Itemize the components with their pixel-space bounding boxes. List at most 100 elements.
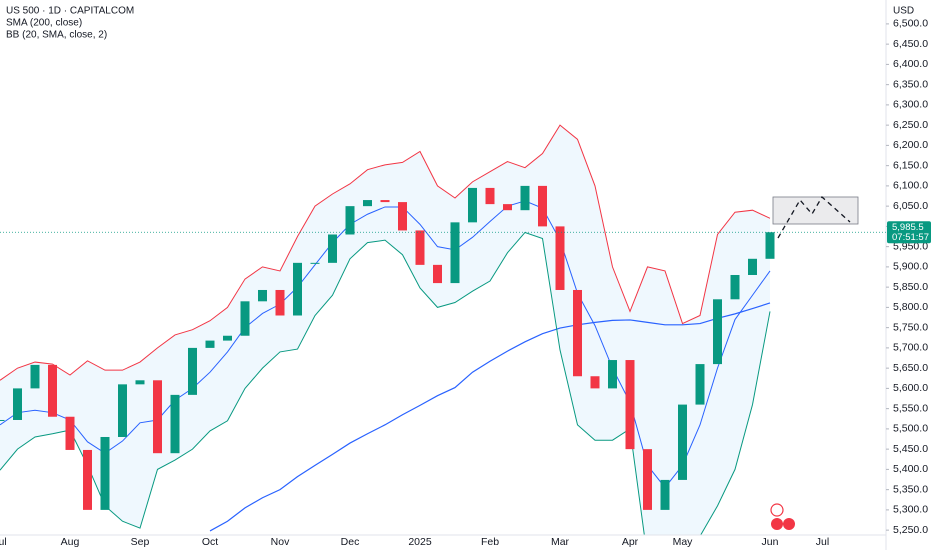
candle — [275, 289, 285, 316]
candle — [223, 335, 232, 341]
y-tick-label: 6,050.0 — [893, 200, 928, 212]
x-tick-label: May — [673, 536, 694, 548]
y-tick-label: 5,750.0 — [893, 321, 928, 333]
bb-lower — [0, 231, 771, 535]
candle — [748, 258, 757, 275]
axis-label: USD — [893, 6, 914, 17]
candle — [678, 404, 687, 480]
candle — [135, 380, 145, 385]
candle — [258, 289, 267, 302]
y-tick-label: 6,200.0 — [893, 139, 928, 151]
legend-sma: SMA (200, close) — [6, 18, 82, 29]
y-tick-label: 6,100.0 — [893, 180, 928, 192]
candle — [433, 264, 442, 284]
y-tick-label: 5,950.0 — [893, 240, 928, 252]
candle — [660, 479, 670, 510]
candle — [380, 200, 390, 203]
plot-area — [0, 124, 775, 535]
candle — [485, 187, 495, 205]
y-tick-label: 5,250.0 — [893, 524, 928, 536]
y-tick-label: 5,350.0 — [893, 483, 928, 495]
candle — [468, 187, 477, 223]
candle — [573, 289, 582, 377]
candle — [555, 226, 565, 290]
candle — [328, 234, 337, 263]
candle — [520, 185, 530, 211]
candle — [170, 394, 180, 454]
y-tick-label: 5,400.0 — [893, 463, 928, 475]
candle — [310, 262, 320, 264]
y-tick-label: 6,500.0 — [893, 18, 928, 30]
candle — [240, 301, 250, 336]
candle — [65, 416, 75, 450]
candle — [293, 262, 302, 316]
candle — [363, 200, 372, 207]
band-fill — [0, 125, 770, 535]
candle — [118, 384, 127, 437]
x-tick-label: Aug — [61, 536, 80, 548]
candle — [765, 232, 775, 259]
x-tick-label: Sep — [131, 536, 150, 548]
x-tick-label: Jul — [816, 536, 829, 548]
chart-title: US 500 · 1D · CAPITALCOM — [6, 6, 134, 17]
x-tick-label: Nov — [271, 536, 290, 548]
y-tick-label: 6,400.0 — [893, 58, 928, 70]
y-tick-label: 5,600.0 — [893, 382, 928, 394]
forecast-box — [772, 196, 859, 225]
x-tick-label: Feb — [481, 536, 499, 548]
legend-bb: BB (20, SMA, close, 2) — [6, 30, 107, 41]
y-tick-label: 6,350.0 — [893, 78, 928, 90]
candle — [503, 204, 512, 211]
candle — [538, 185, 547, 227]
candle — [345, 206, 355, 235]
event-icon[interactable] — [783, 518, 795, 530]
candle — [205, 340, 215, 348]
x-tick-label: Mar — [551, 536, 570, 548]
candle — [48, 364, 57, 417]
candle — [153, 380, 162, 454]
candle — [625, 360, 635, 450]
event-icon[interactable] — [770, 503, 784, 517]
x-tick-label: Dec — [341, 536, 360, 548]
candle — [0, 419, 5, 421]
x-tick-label: Oct — [202, 536, 218, 548]
y-tick-label: 5,300.0 — [893, 504, 928, 516]
candle — [643, 449, 652, 510]
y-tick-label: 6,150.0 — [893, 159, 928, 171]
y-tick-label: 5,650.0 — [893, 362, 928, 374]
x-tick-label: Jul — [0, 536, 7, 548]
candle — [713, 299, 722, 365]
candle — [450, 222, 460, 284]
x-tick-label: Jun — [762, 536, 779, 548]
x-tick-label: Apr — [622, 536, 639, 548]
candle — [30, 364, 40, 389]
y-tick-label: 6,300.0 — [893, 99, 928, 111]
y-tick-label: 5,700.0 — [893, 342, 928, 354]
candle — [730, 274, 740, 300]
candle — [415, 230, 425, 265]
candle — [398, 202, 407, 231]
x-tick-label: 2025 — [408, 536, 432, 548]
candle — [13, 388, 22, 420]
bb-middle — [0, 200, 771, 489]
candle — [695, 364, 705, 405]
candle — [83, 449, 92, 510]
candle — [188, 347, 197, 395]
y-tick-label: 5,800.0 — [893, 301, 928, 313]
countdown-label: 07:51:57 — [892, 232, 929, 243]
y-tick-label: 6,450.0 — [893, 38, 928, 50]
y-tick-label: 5,850.0 — [893, 281, 928, 293]
y-tick-label: 5,500.0 — [893, 423, 928, 435]
y-tick-label: 6,250.0 — [893, 119, 928, 131]
y-tick-label: 5,450.0 — [893, 443, 928, 455]
price-tag-label: 5,985.5 — [892, 222, 924, 233]
candle — [608, 360, 617, 389]
price-tag — [887, 221, 931, 244]
bb-upper — [0, 124, 771, 381]
sma-line — [209, 302, 771, 532]
event-icon[interactable] — [771, 518, 783, 530]
candle — [590, 376, 600, 389]
forecast-line — [777, 195, 851, 239]
